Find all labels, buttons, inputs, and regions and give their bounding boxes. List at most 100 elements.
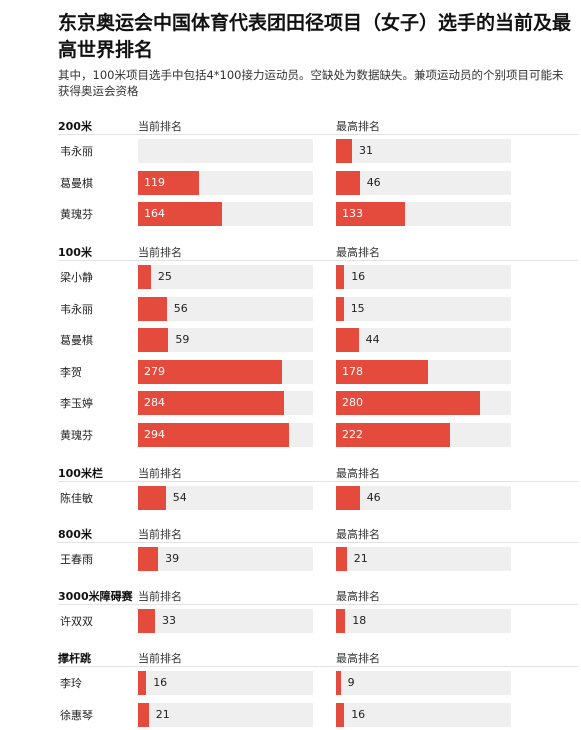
current-rank-bar — [138, 486, 166, 510]
current-rank-track: 59 — [138, 328, 313, 352]
current-rank-bar — [138, 671, 146, 695]
section-header: 3000米障碍赛当前排名最高排名 — [58, 586, 578, 605]
current-rank-track: 16 — [138, 671, 313, 695]
best-rank-track: 21 — [336, 547, 511, 571]
current-rank-track: 279 — [138, 360, 313, 384]
rank-value: 46 — [367, 491, 381, 505]
athlete-row: 韦永丽 56 15 — [58, 293, 578, 325]
rank-value: 44 — [366, 333, 380, 347]
best-rank-bar — [336, 297, 344, 321]
athlete-row: 李贺 279 178 — [58, 356, 578, 388]
rank-value: 178 — [342, 365, 363, 379]
best-rank-bar — [336, 671, 341, 695]
section-header: 800米当前排名最高排名 — [58, 524, 578, 543]
athlete-name: 许双双 — [60, 613, 93, 629]
current-rank-track: 33 — [138, 609, 313, 633]
best-rank-header: 最高排名 — [336, 588, 380, 604]
current-rank-track: 56 — [138, 297, 313, 321]
best-rank-track: 18 — [336, 609, 511, 633]
athlete-name: 韦永丽 — [60, 301, 93, 317]
rank-value: 164 — [144, 207, 165, 221]
current-rank-track — [138, 139, 313, 163]
current-rank-track: 164 — [138, 202, 313, 226]
athlete-row: 许双双 33 18 — [58, 605, 578, 637]
athlete-row: 黄瑰芬 164 133 — [58, 198, 578, 230]
best-rank-track: 31 — [336, 139, 511, 163]
athlete-name: 王春雨 — [60, 551, 93, 567]
current-rank-track: 284 — [138, 391, 313, 415]
rank-value: 31 — [359, 144, 373, 158]
current-rank-bar — [138, 703, 149, 727]
current-rank-track: 119 — [138, 171, 313, 195]
athlete-name: 李贺 — [60, 364, 82, 380]
event-label: 3000米障碍赛 — [58, 588, 133, 604]
current-rank-track: 39 — [138, 547, 313, 571]
rank-value: 33 — [162, 614, 176, 628]
current-rank-header: 当前排名 — [138, 650, 182, 666]
rank-value: 16 — [351, 708, 365, 722]
best-rank-bar — [336, 486, 360, 510]
best-rank-bar — [336, 139, 352, 163]
section-header: 撑杆跳当前排名最高排名 — [58, 648, 578, 667]
rank-value: 54 — [173, 491, 187, 505]
section-header: 100米栏当前排名最高排名 — [58, 463, 578, 482]
event-section: 3000米障碍赛当前排名最高排名许双双 33 18 — [58, 586, 578, 637]
athlete-name: 葛曼棋 — [60, 332, 93, 348]
best-rank-track: 46 — [336, 486, 511, 510]
athlete-name: 韦永丽 — [60, 143, 93, 159]
athlete-name: 黄瑰芬 — [60, 206, 93, 222]
best-rank-bar — [336, 328, 359, 352]
rank-value: 119 — [144, 176, 165, 190]
rank-value: 9 — [348, 676, 355, 690]
best-rank-header: 最高排名 — [336, 118, 380, 134]
athlete-name: 李玲 — [60, 675, 82, 691]
rank-value: 16 — [153, 676, 167, 690]
rank-value: 39 — [165, 552, 179, 566]
section-header: 100米当前排名最高排名 — [58, 242, 578, 261]
athlete-row: 王春雨 39 21 — [58, 543, 578, 575]
best-rank-track: 178 — [336, 360, 511, 384]
rank-value: 46 — [367, 176, 381, 190]
rank-value: 222 — [342, 428, 363, 442]
best-rank-track: 9 — [336, 671, 511, 695]
best-rank-track: 15 — [336, 297, 511, 321]
best-rank-header: 最高排名 — [336, 465, 380, 481]
rank-value: 294 — [144, 428, 165, 442]
rank-value: 59 — [175, 333, 189, 347]
current-rank-bar — [138, 609, 155, 633]
best-rank-header: 最高排名 — [336, 244, 380, 260]
current-rank-bar — [138, 328, 168, 352]
rank-value: 279 — [144, 365, 165, 379]
current-rank-header: 当前排名 — [138, 118, 182, 134]
event-section: 800米当前排名最高排名王春雨 39 21 — [58, 524, 578, 575]
athlete-row: 韦永丽 31 — [58, 135, 578, 167]
rank-value: 25 — [158, 270, 172, 284]
best-rank-header: 最高排名 — [336, 526, 380, 542]
best-rank-track: 133 — [336, 202, 511, 226]
rank-value: 16 — [351, 270, 365, 284]
best-rank-bar — [336, 265, 344, 289]
best-rank-track: 16 — [336, 703, 511, 727]
best-rank-track: 44 — [336, 328, 511, 352]
rank-value: 15 — [351, 302, 365, 316]
current-rank-bar — [138, 265, 151, 289]
athlete-row: 李玲 16 9 — [58, 667, 578, 699]
best-rank-bar — [336, 609, 345, 633]
rank-value: 284 — [144, 396, 165, 410]
best-rank-bar — [336, 703, 344, 727]
best-rank-track: 46 — [336, 171, 511, 195]
rank-value: 280 — [342, 396, 363, 410]
chart-subtitle: 其中，100米项目选手中包括4*100接力运动员。空缺处为数据缺失。兼项运动员的… — [58, 67, 568, 99]
chart-title: 东京奥运会中国体育代表团田径项目（女子）选手的当前及最高世界排名 — [58, 10, 573, 64]
event-label: 撑杆跳 — [58, 650, 91, 666]
current-rank-track: 294 — [138, 423, 313, 447]
